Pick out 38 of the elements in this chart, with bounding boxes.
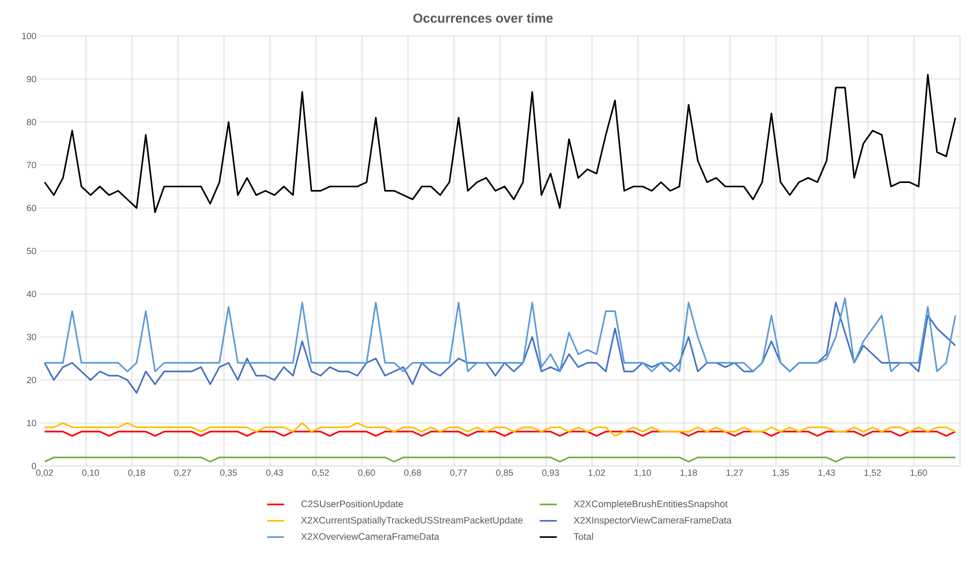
x-tick-label: 1,27 <box>726 470 743 477</box>
y-tick-label: 80 <box>26 118 36 126</box>
x-tick-label: 0,68 <box>404 470 421 477</box>
legend-label: C2SUserPositionUpdate <box>301 500 404 510</box>
x-tick-label: 0,27 <box>174 470 191 477</box>
x-tick-label: 0,93 <box>542 470 559 477</box>
y-tick-label: 70 <box>26 162 36 168</box>
x-tick-label: 1,10 <box>634 470 651 477</box>
y-tick-label: 90 <box>26 76 36 82</box>
y-tick-label: 40 <box>26 290 36 298</box>
y-tick-label: 10 <box>27 420 36 426</box>
x-tick-label: 1,35 <box>772 470 789 477</box>
chart-title: Occurrences over time <box>413 13 553 23</box>
legend-label: X2XCurrentSpatiallyTrackedUSStreamPacketUpdate <box>301 516 523 526</box>
x-tick-label: 0,35 <box>220 470 237 477</box>
x-tick-label: 0,02 <box>36 470 53 477</box>
x-tick-label: 0,43 <box>266 470 283 477</box>
y-tick-label: 0 <box>32 462 36 470</box>
y-tick-label: 50 <box>26 248 36 254</box>
x-tick-label: 0,18 <box>128 470 145 477</box>
legend-label: X2XCompleteBrushEntitiesSnapshot <box>574 500 728 510</box>
x-tick-label: 0,85 <box>496 470 513 477</box>
legend-label: X2XInspectorViewCameraFrameData <box>574 516 732 526</box>
x-tick-label: 1,60 <box>910 470 927 477</box>
x-tick-label: 0,10 <box>82 470 99 477</box>
legend-label: Total <box>574 532 593 540</box>
x-tick-label: 1,18 <box>680 470 697 477</box>
x-tick-label: 1,43 <box>818 470 835 477</box>
y-tick-label: 30 <box>26 334 36 340</box>
x-tick-label: 1,52 <box>864 470 881 477</box>
x-tick-label: 0,60 <box>358 470 375 477</box>
x-tick-label: 1,02 <box>588 470 605 477</box>
x-tick-label: 0,52 <box>312 470 329 477</box>
y-tick-label: 20 <box>26 376 36 384</box>
x-tick-label: 0,77 <box>450 470 467 477</box>
y-tick-label: 100 <box>22 32 36 40</box>
legend-label: X2XOverviewCameraFrameData <box>301 532 440 540</box>
y-tick-label: 60 <box>26 204 36 212</box>
